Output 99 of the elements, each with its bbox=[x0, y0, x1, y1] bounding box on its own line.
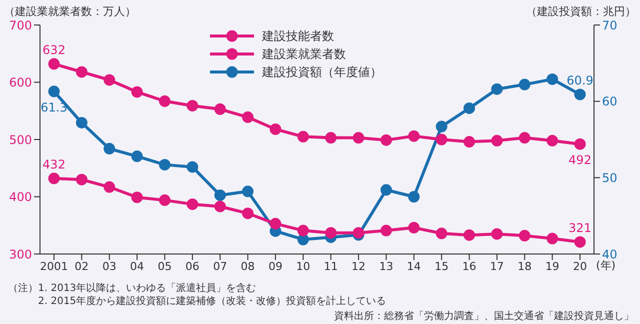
y-tick-label: 400 bbox=[9, 190, 32, 204]
point bbox=[104, 74, 116, 86]
y-axis-title: （建設業就業者数：万人） bbox=[4, 4, 136, 19]
point bbox=[297, 130, 309, 142]
legend-label: 建設投資額（年度値） bbox=[262, 64, 382, 80]
point bbox=[464, 136, 476, 148]
point bbox=[464, 229, 476, 241]
point bbox=[104, 181, 116, 193]
point bbox=[270, 123, 282, 135]
point bbox=[325, 227, 337, 239]
legend-label: 建設技能者数 bbox=[262, 28, 334, 44]
point bbox=[242, 208, 254, 220]
point bbox=[408, 222, 420, 234]
x-tick-label: 20 bbox=[573, 260, 587, 273]
data-label: 632 bbox=[42, 42, 66, 57]
point bbox=[242, 111, 254, 123]
point bbox=[297, 224, 309, 236]
y2-axis-title: （建設投資額：兆円） bbox=[526, 4, 636, 19]
x-tick-label: 06 bbox=[185, 260, 200, 273]
point bbox=[76, 66, 88, 78]
y-tick-label: 300 bbox=[9, 247, 32, 262]
point bbox=[408, 191, 420, 202]
text: 2. 2015年度から建設投資額に建築補修（改装・改修）投資額を計上している bbox=[37, 295, 386, 308]
point bbox=[546, 73, 558, 85]
point bbox=[76, 174, 88, 186]
point bbox=[408, 130, 420, 142]
point bbox=[158, 95, 170, 107]
x-tick-label: 07 bbox=[213, 260, 228, 273]
y2-tick-label: 60 bbox=[602, 94, 618, 109]
x-tick-label: 13 bbox=[379, 260, 394, 273]
x-tick-label: 10 bbox=[296, 260, 310, 273]
point bbox=[491, 134, 503, 146]
point bbox=[131, 192, 143, 204]
point bbox=[574, 138, 586, 150]
x-tick-label: 19 bbox=[545, 260, 560, 273]
point bbox=[131, 86, 143, 98]
point bbox=[518, 78, 530, 90]
point bbox=[518, 132, 530, 144]
data-label: 321 bbox=[568, 220, 592, 235]
data-label: 492 bbox=[568, 153, 592, 168]
point bbox=[380, 184, 392, 196]
point bbox=[352, 132, 364, 144]
point bbox=[297, 234, 309, 246]
x-tick-label: 11 bbox=[324, 260, 338, 273]
x-tick-label: 16 bbox=[462, 260, 476, 273]
point bbox=[158, 194, 170, 206]
point bbox=[491, 83, 503, 95]
x-tick-label: 18 bbox=[518, 260, 532, 273]
data-label: 60.9 bbox=[566, 73, 594, 88]
point bbox=[186, 198, 198, 210]
point bbox=[574, 88, 586, 100]
x-tick-label: 17 bbox=[490, 260, 504, 273]
point bbox=[186, 161, 198, 173]
x-tick-label: 08 bbox=[240, 260, 255, 273]
point bbox=[436, 120, 448, 132]
point bbox=[491, 228, 503, 240]
point bbox=[325, 132, 337, 144]
point bbox=[158, 158, 170, 170]
y2-tick-label: 70 bbox=[602, 18, 618, 32]
point bbox=[48, 58, 60, 70]
text: 資料出所：総務省「労働力調査」、国土交通省「建設投資見通し」 bbox=[334, 311, 634, 322]
point bbox=[380, 134, 392, 146]
point bbox=[214, 200, 226, 212]
y2-tick-label: 50 bbox=[602, 170, 618, 185]
x-tick-label: 09 bbox=[268, 260, 282, 273]
x-tick-label: 12 bbox=[352, 260, 366, 273]
point bbox=[48, 86, 60, 98]
point bbox=[214, 189, 226, 201]
y2-tick-label: 40 bbox=[602, 247, 618, 262]
point bbox=[104, 142, 116, 154]
x-tick-label: 05 bbox=[158, 260, 172, 273]
point bbox=[380, 224, 392, 236]
text: （注）1. 2013年以降は、いわゆる「派遣社員」を含む bbox=[8, 282, 258, 295]
point bbox=[546, 232, 558, 244]
data-label: 432 bbox=[42, 157, 66, 172]
x-axis-title: (年) bbox=[596, 259, 616, 273]
x-tick-label: 14 bbox=[406, 260, 421, 273]
point bbox=[436, 134, 448, 146]
x-tick-label: 2001 bbox=[40, 260, 68, 273]
point bbox=[186, 100, 198, 112]
point bbox=[464, 102, 476, 114]
y-tick-label: 700 bbox=[9, 18, 32, 32]
y-tick-label: 600 bbox=[9, 76, 32, 90]
point bbox=[214, 103, 226, 115]
point bbox=[242, 186, 254, 198]
x-tick-label: 03 bbox=[102, 260, 116, 273]
point bbox=[48, 172, 60, 184]
point bbox=[270, 218, 282, 230]
point bbox=[436, 228, 448, 240]
x-tick-label: 02 bbox=[74, 260, 89, 273]
x-tick-label: 04 bbox=[130, 260, 144, 273]
x-tick-label: 15 bbox=[434, 260, 449, 273]
legend-label: 建設業就業者数 bbox=[262, 46, 346, 62]
point bbox=[76, 116, 88, 128]
point bbox=[518, 230, 530, 242]
point bbox=[546, 134, 558, 146]
point bbox=[131, 150, 143, 162]
y-tick-label: 500 bbox=[9, 132, 32, 147]
point bbox=[574, 236, 586, 248]
